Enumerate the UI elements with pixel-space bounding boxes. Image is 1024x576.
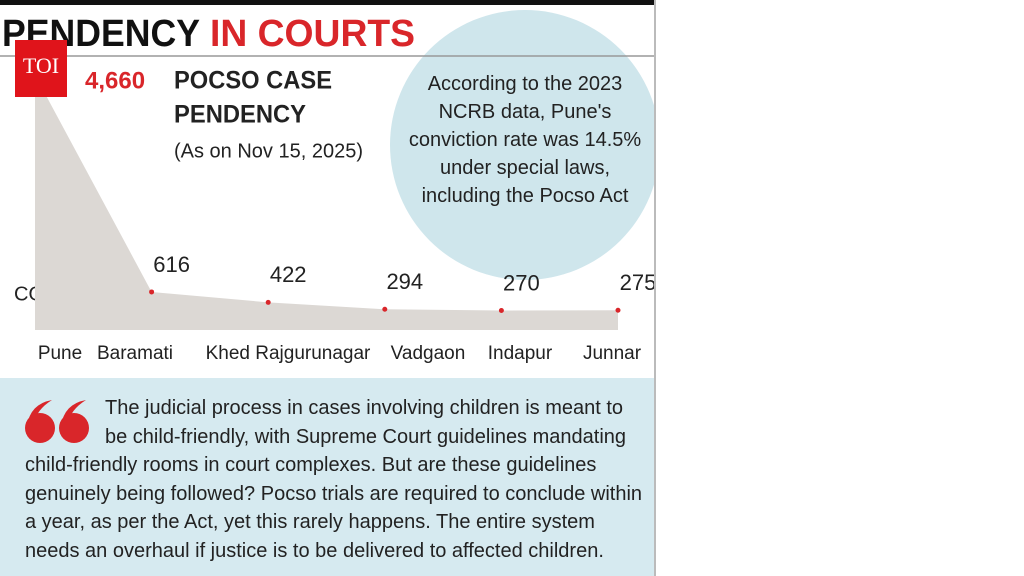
x-tick-label: Vadgaon: [391, 343, 466, 364]
value-label: 294: [386, 269, 423, 294]
title-red: IN COURTS: [210, 13, 415, 55]
value-label: 4,660: [85, 67, 145, 94]
logo: TOI: [23, 53, 59, 78]
point: [498, 308, 504, 314]
chart-subtitle: (As on Nov 15, 2025): [174, 140, 363, 162]
area: [35, 75, 618, 330]
chart-title: POCSO CASE: [174, 67, 332, 95]
annotation-text: According to the 2023 NCRB data, Pune's …: [408, 73, 642, 207]
point: [382, 306, 388, 312]
x-tick-label: Junnar: [583, 343, 642, 364]
value-label: 422: [270, 262, 307, 287]
value-label: 275: [620, 270, 656, 295]
point: [265, 299, 271, 305]
quote-mark: [25, 400, 89, 443]
x-tick-label: Indapur: [488, 343, 553, 364]
logo-box: [15, 40, 67, 97]
chart: PENDENCY IN COURTS POCSO CASE PENDENCY (…: [0, 13, 656, 364]
graphic-panel: PENDENCY IN COURTS POCSO CASE PENDENCY (…: [0, 0, 656, 576]
x-tick-label: Pune: [38, 343, 82, 364]
x-tick-label: Khed Rajgurunagar: [206, 343, 371, 364]
quote-box: [0, 378, 654, 576]
quote-body: The judicial process in cases involving …: [25, 397, 643, 562]
top-bar: [0, 0, 654, 5]
chart-title: PENDENCY: [174, 101, 306, 129]
value-label: 270: [503, 270, 540, 295]
annotation-bubble: [390, 10, 654, 280]
quote-text: The judicial process in cases involving …: [25, 394, 650, 565]
point: [615, 307, 621, 313]
x-tick-label: Baramati: [97, 343, 173, 364]
point: [149, 289, 155, 295]
value-label: 616: [153, 252, 190, 277]
